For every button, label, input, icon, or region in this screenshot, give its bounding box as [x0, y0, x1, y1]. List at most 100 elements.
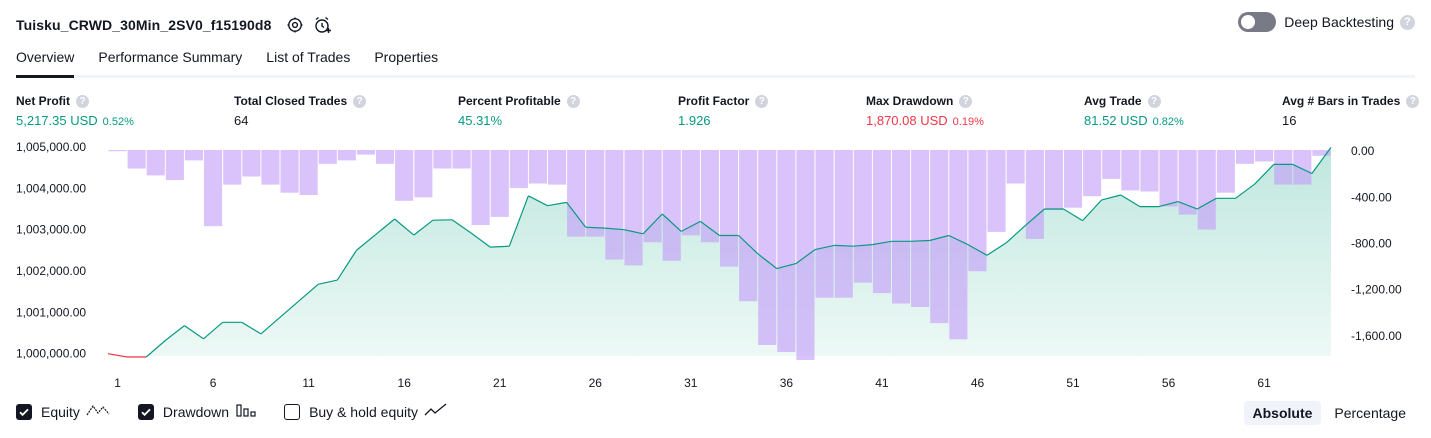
drawdown-bars-icon — [236, 403, 256, 420]
x-axis-tick-label: 6 — [210, 376, 217, 390]
drawdown-bar — [509, 150, 528, 189]
equity-line-segment — [795, 249, 816, 265]
metric-value: 64 — [234, 113, 249, 128]
x-axis-tick-label: 26 — [589, 376, 603, 390]
buy-hold-checkbox[interactable]: Buy & hold equity — [284, 403, 448, 420]
equity-line-segment — [910, 239, 930, 242]
equity-line-segment — [145, 340, 166, 358]
settings-gear-icon[interactable] — [285, 15, 305, 35]
x-axis-tick-label: 31 — [684, 376, 698, 390]
tab-list-of-trades[interactable]: List of Trades — [266, 49, 351, 65]
equity-line-segment — [623, 229, 644, 235]
metric-value: 1,870.08 USD — [866, 113, 948, 128]
drawdown-label: Drawdown — [162, 403, 230, 420]
metric-avg-trade: Avg Trade? 81.52 USD 0.82% — [1084, 93, 1184, 128]
drawdown-bar — [1064, 150, 1083, 208]
metric-net-profit: Net Profit? 5,217.35 USD 0.52% — [16, 93, 134, 128]
tab-performance-summary[interactable]: Performance Summary — [98, 49, 243, 65]
drawdown-check-box[interactable] — [137, 403, 154, 420]
metric-label: Net Profit — [16, 94, 70, 108]
drawdown-bar — [242, 150, 261, 177]
deep-backtesting-label: Deep Backtesting — [1284, 14, 1394, 30]
equity-line-segment — [872, 240, 892, 246]
left-axis-tick-label: 1,001,000.00 — [16, 305, 86, 319]
help-icon[interactable]: ? — [353, 94, 367, 108]
drawdown-bar — [892, 150, 911, 304]
equity-line-segment — [929, 234, 949, 242]
drawdown-bar — [280, 150, 299, 193]
drawdown-bar — [299, 150, 318, 195]
right-axis-tick-label: -400.00 — [1351, 190, 1392, 204]
equity-line-segment — [470, 232, 491, 248]
drawdown-bar — [1236, 150, 1255, 164]
drawdown-bar — [586, 150, 605, 237]
help-icon[interactable]: ? — [1406, 94, 1420, 108]
equity-line-segment — [1024, 208, 1045, 227]
equity-line-segment — [490, 245, 510, 248]
equity-line-segment — [853, 244, 873, 247]
drawdown-bar — [108, 150, 127, 152]
drawdown-checkbox[interactable]: Drawdown — [137, 403, 256, 420]
deep-backtesting-help-icon[interactable]: ? — [1400, 14, 1415, 30]
metric-value: 16 — [1282, 113, 1297, 128]
metric-value: 81.52 USD — [1084, 113, 1148, 128]
add-alert-clock-icon[interactable] — [313, 15, 333, 35]
drawdown-bar — [452, 150, 471, 169]
drawdown-bar — [815, 150, 834, 298]
equity-line-segment — [279, 300, 300, 318]
equity-line-segment — [107, 353, 128, 358]
drawdown-bar — [261, 150, 280, 185]
equity-drawdown-chart[interactable]: 1,000,000.00 1,001,000.00 1,002,000.00 1,00… — [0, 140, 1431, 396]
tab-overview[interactable]: Overview — [16, 47, 75, 78]
equity-line-segment — [661, 213, 682, 232]
drawdown-bar — [1197, 150, 1216, 230]
drawdown-bar — [834, 150, 853, 298]
equity-line-segment — [1005, 225, 1026, 244]
drawdown-bar — [1293, 150, 1312, 185]
deep-backtesting-control: Deep Backtesting ? — [1238, 12, 1415, 32]
drawdown-bar — [1178, 150, 1197, 215]
metric-percent: 0.52% — [102, 116, 134, 128]
tab-properties[interactable]: Properties — [374, 49, 439, 65]
equity-line-segment — [1158, 201, 1179, 208]
left-axis-tick-label: 1,000,000.00 — [16, 347, 86, 361]
equity-check-box[interactable] — [16, 403, 32, 420]
help-icon[interactable]: ? — [959, 94, 973, 108]
equity-line-segment — [1120, 194, 1141, 208]
chart-legend: Equity Drawdown Buy & hold equity — [16, 403, 476, 420]
drawdown-bar — [720, 150, 739, 267]
help-icon[interactable]: ? — [1147, 94, 1161, 108]
drawdown-bar — [949, 150, 968, 340]
help-icon[interactable]: ? — [755, 94, 769, 108]
absolute-button[interactable]: Absolute — [1243, 401, 1322, 425]
x-axis-tick-label: 41 — [875, 376, 889, 390]
drawdown-bar — [624, 150, 643, 266]
toggle-knob — [1241, 15, 1256, 29]
buy-hold-check-box[interactable] — [284, 403, 301, 420]
equity-checkbox[interactable]: Equity — [16, 403, 110, 420]
drawdown-bar — [700, 150, 719, 243]
equity-line-segment — [241, 321, 262, 335]
right-axis-tick-label: -1,600.00 — [1351, 329, 1402, 343]
metric-value: 5,217.35 USD — [16, 113, 98, 128]
deep-backtesting-toggle[interactable] — [1238, 12, 1277, 32]
equity-line-segment — [948, 234, 969, 246]
equity-line-segment — [394, 218, 415, 236]
percentage-button[interactable]: Percentage — [1334, 405, 1406, 421]
metric-avg-bars-in-trades: Avg # Bars in Trades? 16 — [1282, 93, 1420, 128]
drawdown-bar — [605, 150, 624, 260]
metric-label: Total Closed Trades — [234, 94, 348, 108]
equity-line-segment — [298, 283, 319, 302]
drawdown-bar — [490, 150, 509, 217]
drawdown-bar — [643, 150, 662, 243]
drawdown-bar — [567, 150, 586, 237]
left-axis-tick-label: 1,005,000.00 — [16, 140, 86, 154]
help-icon[interactable]: ? — [76, 94, 89, 108]
help-icon[interactable]: ? — [566, 94, 580, 108]
equity-line-segment — [1292, 163, 1313, 175]
equity-line-segment — [164, 325, 185, 341]
equity-line-segment — [528, 195, 548, 207]
drawdown-bar — [356, 150, 375, 155]
right-axis-tick-label: 0.00 — [1351, 144, 1375, 158]
equity-line-segment — [184, 325, 204, 340]
